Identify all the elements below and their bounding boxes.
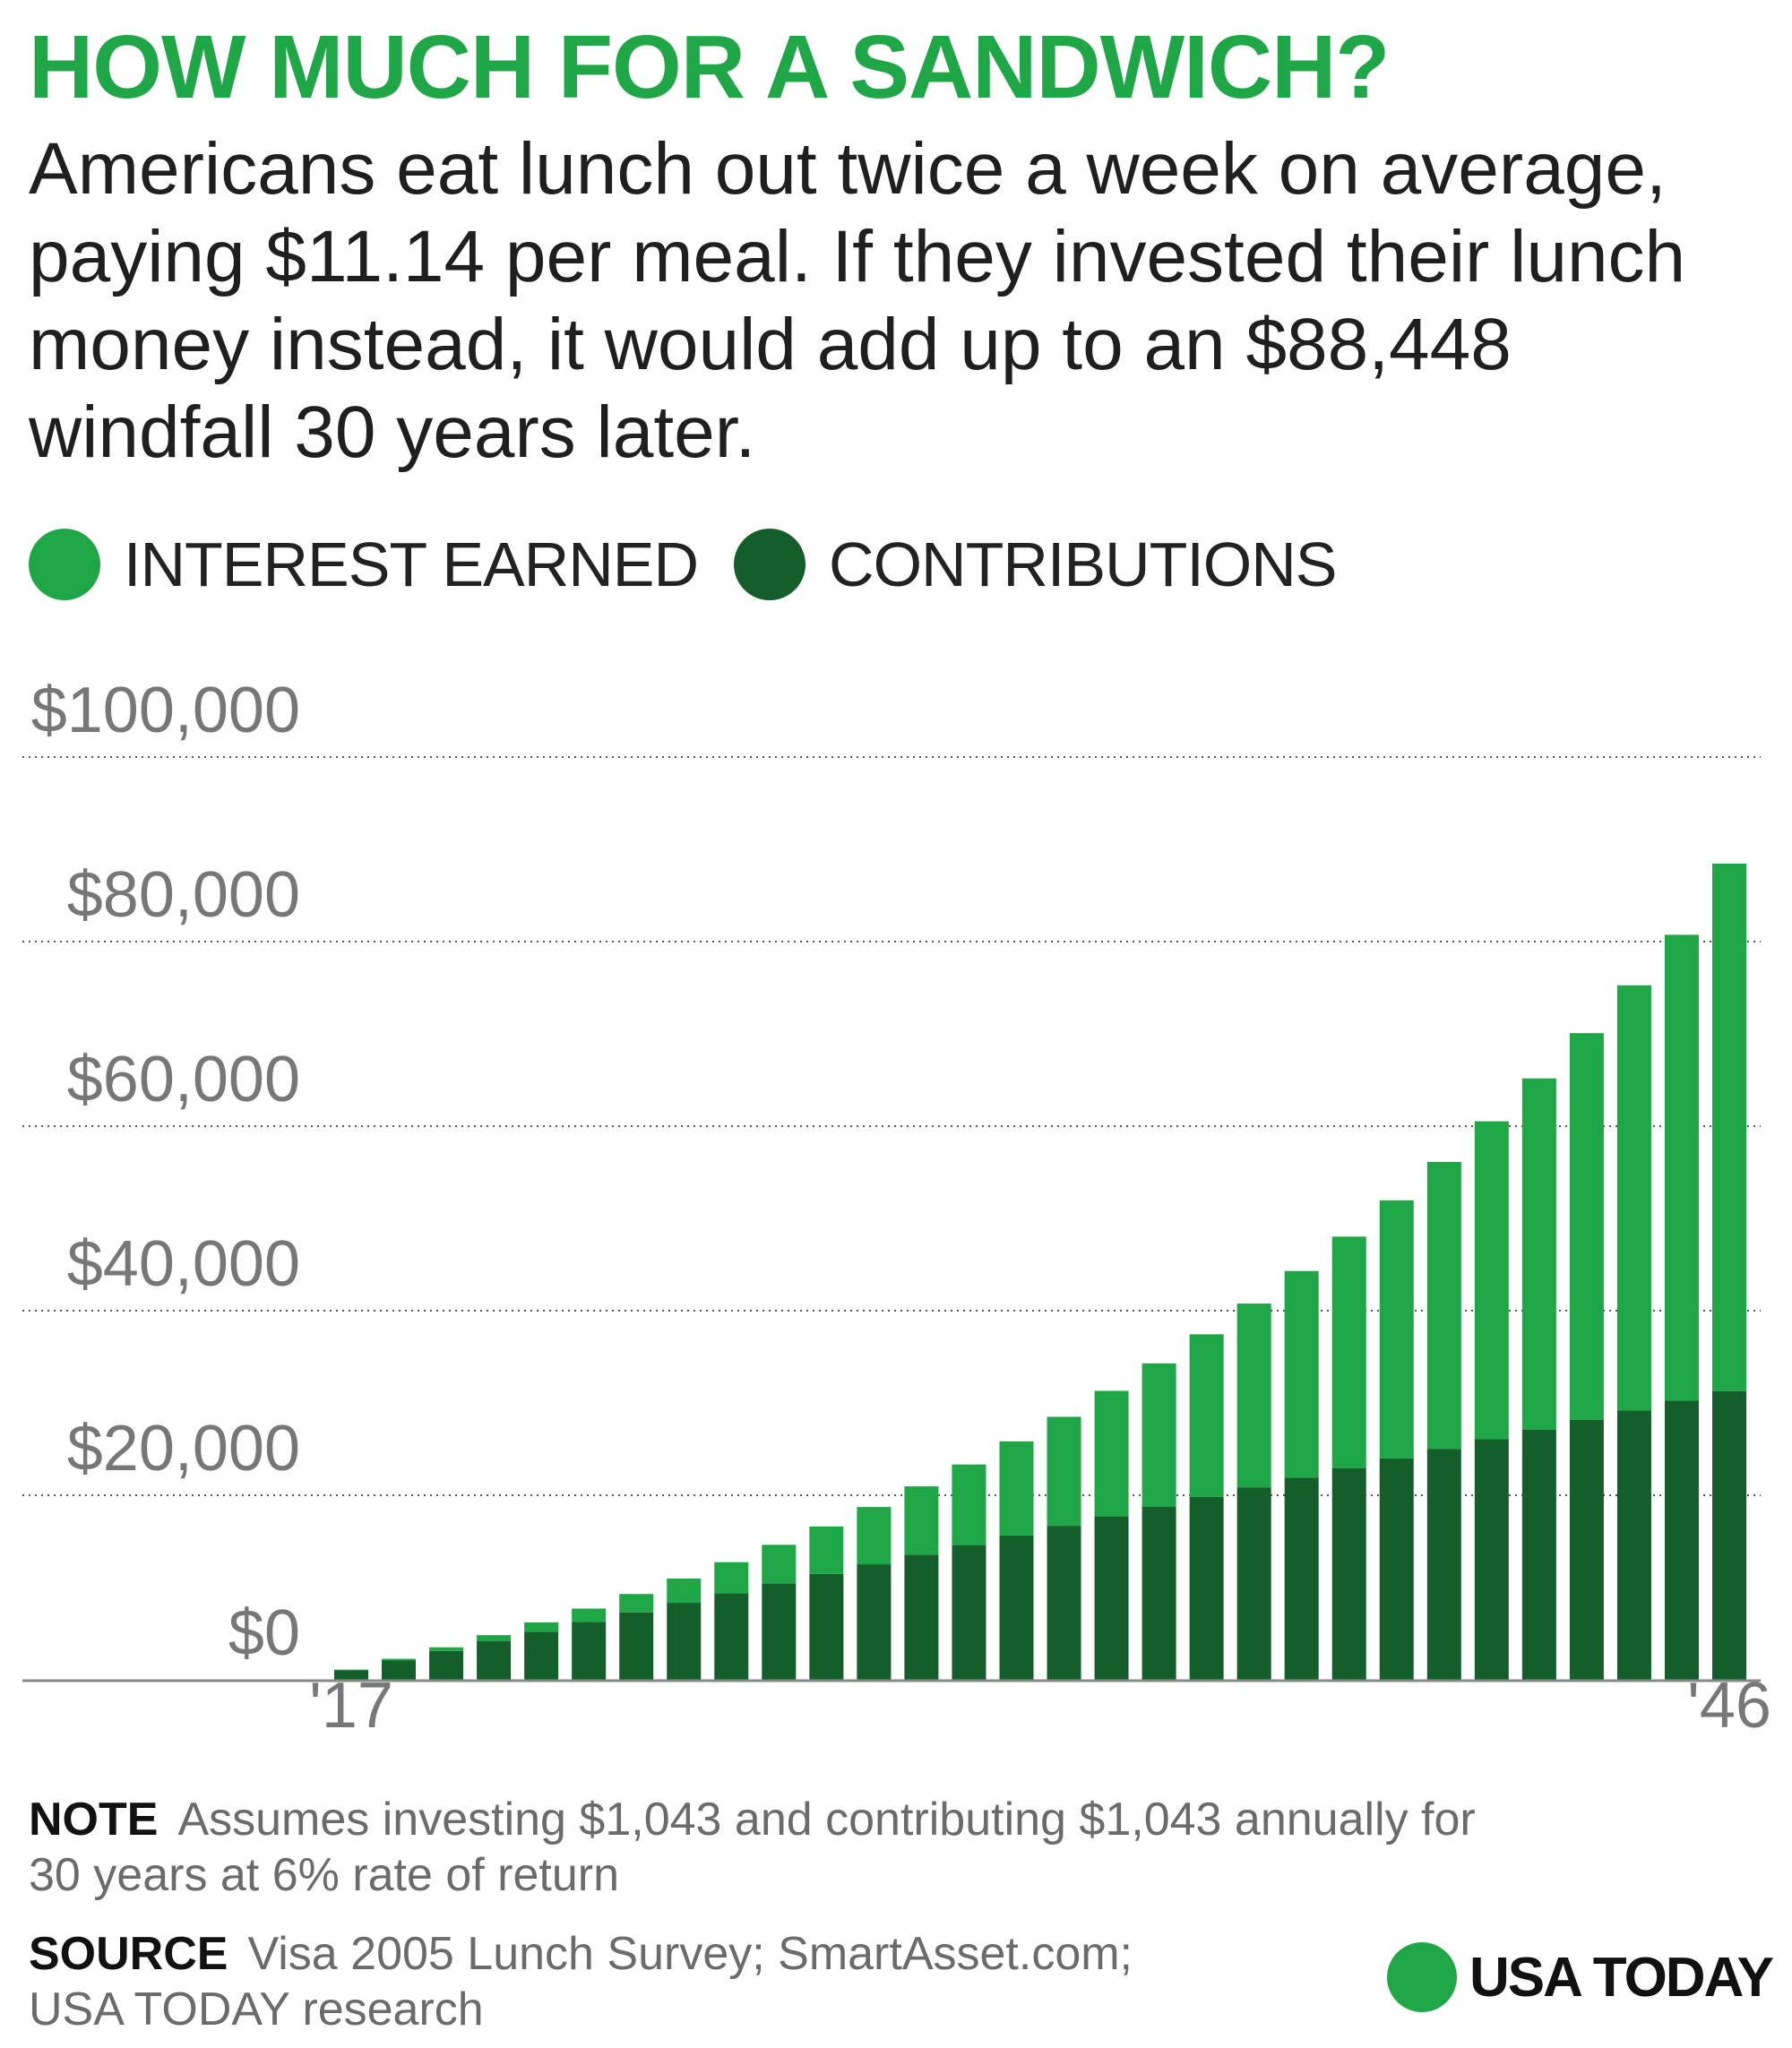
y-axis-tick-labels: $0 $20,000 $40,000 $60,000 $80,000 $100,000 [31,675,300,1669]
x-tick-label-first: '17 [309,1670,393,1742]
chart-title: HOW MUCH FOR A SANDWICH? [29,17,1390,117]
bar-interest-2033 [1094,1390,1129,1517]
y-tick-label: $20,000 [67,1413,300,1484]
bar-contributions-2036 [1236,1487,1271,1680]
bar-contributions-2042 [1521,1429,1556,1680]
bar-interest-2026 [762,1545,797,1584]
logo-text: USA TODAY [1469,1946,1774,2009]
bar-interest-2042 [1521,1078,1556,1430]
bar-contributions-2017 [334,1670,368,1680]
bar-contributions-2031 [999,1535,1034,1680]
x-tick-label-last: '46 [1687,1670,1771,1742]
bar-interest-2018 [382,1658,417,1661]
bar-interest-2038 [1331,1236,1366,1468]
bar-interest-2037 [1284,1270,1319,1478]
bar-interest-2032 [1047,1416,1081,1527]
stacked-bar-chart: $0 $20,000 $40,000 $60,000 $80,000 $100,000 '… [22,675,1771,1742]
bar-interest-2034 [1142,1363,1176,1507]
bar-interest-2017 [334,1669,368,1671]
y-tick-label: $40,000 [67,1228,300,1300]
bar-contributions-2024 [667,1603,702,1680]
legend-item-interest: INTEREST EARNED [29,529,699,600]
bar-interest-2030 [952,1464,986,1545]
y-tick-label: $0 [228,1597,300,1669]
bar-interest-2040 [1426,1161,1461,1450]
bar-interest-2027 [809,1526,844,1574]
bar-interest-2029 [904,1486,939,1555]
bar-interest-2025 [714,1562,749,1594]
bar-contributions-2045 [1664,1400,1699,1680]
bar-interest-2019 [429,1647,464,1651]
y-tick-label: $100,000 [31,675,300,746]
bar-interest-2035 [1189,1334,1224,1497]
bar-interest-2021 [524,1622,559,1632]
bar-contributions-2030 [952,1545,986,1680]
bar-interest-2043 [1569,1033,1604,1420]
bar-interest-2024 [667,1578,702,1604]
note-label: NOTE [29,1794,159,1846]
bar-interest-2023 [619,1594,654,1613]
bar-contributions-2018 [382,1660,417,1680]
bar-contributions-2033 [1094,1516,1129,1680]
bar-contributions-2022 [572,1622,607,1680]
bar-contributions-2044 [1616,1410,1651,1680]
bar-interest-2039 [1379,1200,1414,1459]
note-text: Assumes investing $1,043 and contributin… [29,1794,1476,1901]
y-tick-label: $60,000 [67,1044,300,1115]
legend-swatch-contributions [734,529,806,600]
bar-contributions-2046 [1712,1390,1746,1680]
y-tick-label: $80,000 [67,859,300,931]
bar-interest-2031 [999,1441,1034,1536]
bar-contributions-2019 [429,1650,464,1680]
bar-interest-2046 [1712,863,1746,1391]
bar-contributions-2039 [1379,1458,1414,1680]
bar-contributions-2038 [1331,1467,1366,1680]
bars [334,863,1746,1680]
bar-contributions-2034 [1142,1506,1176,1680]
legend-label-interest: INTEREST EARNED [124,529,699,599]
bar-interest-2044 [1616,985,1651,1411]
bar-contributions-2029 [904,1554,939,1680]
note: NOTE Assumes investing $1,043 and contrib… [29,1792,1516,1903]
usa-today-logo: USA TODAY [1386,1942,1774,2012]
legend-label-contributions: CONTRIBUTIONS [829,529,1337,599]
legend: INTEREST EARNED CONTRIBUTIONS [29,529,1373,600]
bar-interest-2028 [857,1507,892,1565]
bar-contributions-2037 [1284,1477,1319,1680]
bar-contributions-2025 [714,1593,749,1680]
legend-swatch-interest [29,529,100,600]
bar-contributions-2026 [762,1583,797,1680]
source-label: SOURCE [29,1928,228,1980]
grid-lines [22,756,1761,1496]
x-axis: '17 '46 [22,1670,1771,1742]
legend-item-contributions: CONTRIBUTIONS [734,529,1338,600]
bar-interest-2045 [1664,934,1699,1401]
chart-subtitle: Americans eat lunch out twice a week on … [29,128,1686,473]
bar-contributions-2032 [1047,1526,1081,1680]
bar-contributions-2020 [477,1641,512,1680]
bar-interest-2020 [477,1635,512,1642]
bar-interest-2036 [1236,1304,1271,1488]
bar-contributions-2040 [1426,1449,1461,1680]
bar-contributions-2023 [619,1612,654,1680]
bar-contributions-2035 [1189,1496,1224,1680]
logo-dot-icon [1386,1942,1457,2012]
bar-contributions-2027 [809,1573,844,1680]
bar-contributions-2041 [1474,1439,1509,1680]
bar-interest-2041 [1474,1121,1509,1440]
bar-contributions-2043 [1569,1419,1604,1680]
bar-interest-2022 [572,1608,607,1622]
source-text: Visa 2005 Lunch Survey; SmartAsset.com; … [29,1928,1133,2035]
source: SOURCE Visa 2005 Lunch Survey; SmartAsset… [29,1926,1193,2037]
bar-contributions-2021 [524,1631,559,1680]
bar-contributions-2028 [857,1564,892,1680]
